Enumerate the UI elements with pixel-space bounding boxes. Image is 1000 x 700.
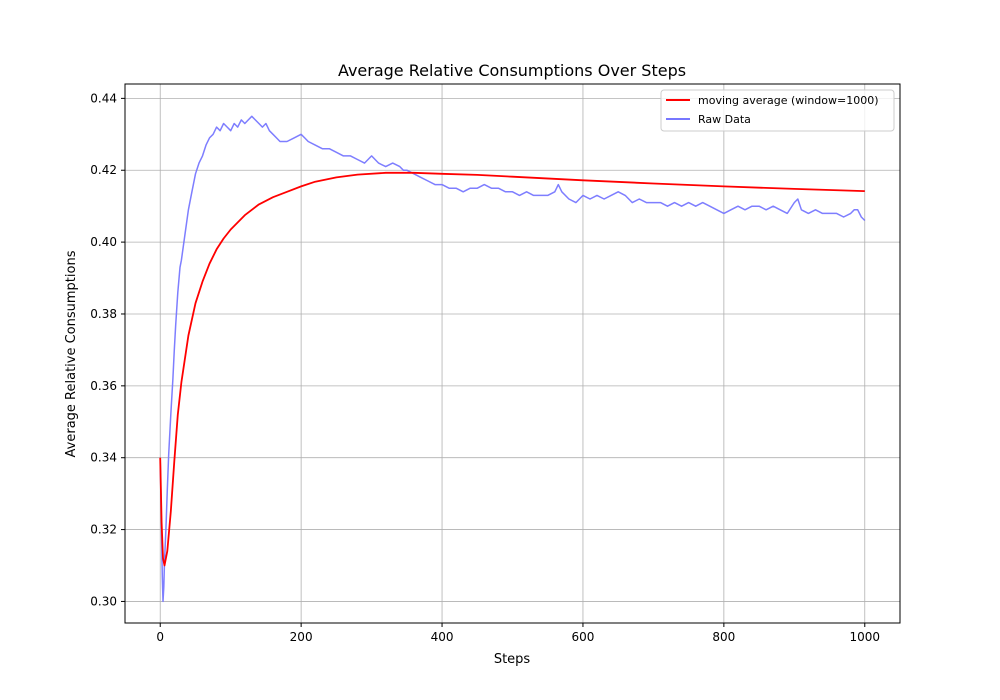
- x-tick-label: 1000: [849, 630, 880, 644]
- legend-box: [660, 89, 895, 132]
- x-tick-label: 0: [156, 630, 164, 644]
- y-tick-label: 0.36: [90, 379, 117, 393]
- y-tick-label: 0.38: [90, 307, 117, 321]
- y-tick-label: 0.32: [90, 523, 117, 537]
- moving-average-line: [159, 171, 865, 567]
- x-tick-label: 800: [712, 630, 735, 644]
- y-tick-label: 0.34: [90, 451, 117, 465]
- y-tick-label: 0.44: [90, 91, 117, 105]
- x-tick-label: 400: [431, 630, 454, 644]
- raw-data-line: [159, 115, 866, 603]
- x-tick-label: 200: [290, 630, 313, 644]
- legend-label-moving-average: moving average (window=1000): [698, 94, 879, 107]
- x-axis-label: Steps: [494, 652, 531, 667]
- legend: moving average (window=1000) Raw Data: [660, 89, 895, 132]
- plot-area-frame: [124, 83, 901, 624]
- y-tick-label: 0.42: [90, 163, 117, 177]
- plot-lines: [159, 115, 866, 603]
- chart-title: Average Relative Consumptions Over Steps: [338, 61, 686, 80]
- y-tick-label: 0.40: [90, 235, 117, 249]
- y-tick-label: 0.30: [90, 594, 117, 608]
- x-tick-label: 600: [572, 630, 595, 644]
- legend-label-raw-data: Raw Data: [698, 113, 751, 126]
- y-axis-label: Average Relative Consumptions: [64, 250, 79, 457]
- axis-ticks: 0 200 400 600 800 1000 0.30 0.32 0.34 0.36 0.38 0.4…: [90, 91, 880, 644]
